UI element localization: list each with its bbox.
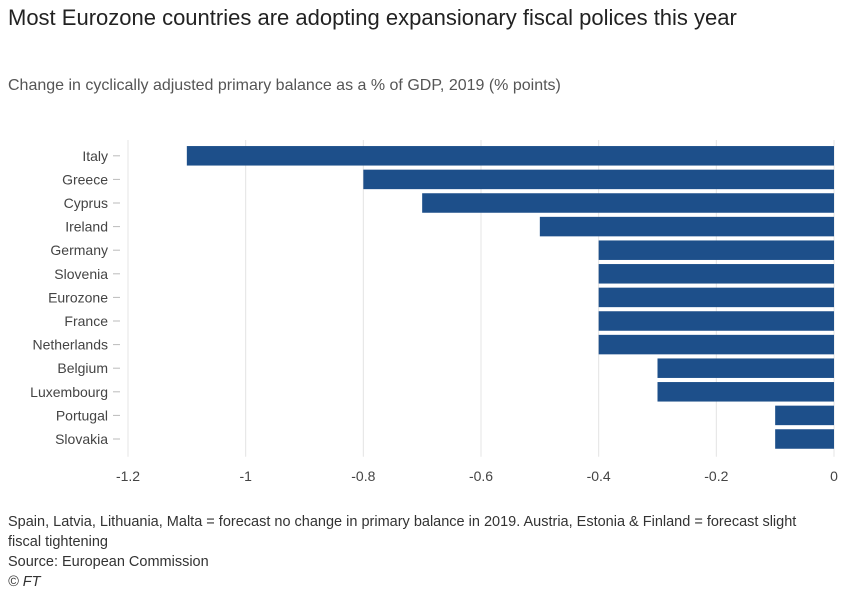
bar-eurozone [598, 287, 834, 308]
x-tick-label: -0.2 [704, 468, 728, 484]
bar-netherlands [598, 334, 834, 355]
x-tick-label: -1 [239, 468, 252, 484]
category-label: Luxembourg [30, 384, 108, 400]
chart-title: Most Eurozone countries are adopting exp… [8, 5, 737, 30]
category-label: Greece [62, 171, 108, 187]
bar-france [598, 311, 834, 331]
category-label: Ireland [65, 219, 108, 235]
source-note: Source: European Commission [8, 554, 209, 570]
chart-subtitle: Change in cyclically adjusted primary ba… [8, 77, 561, 94]
category-label: Netherlands [33, 337, 109, 353]
bar-layer [186, 146, 835, 449]
category-label: France [64, 313, 108, 329]
category-label: Slovakia [55, 431, 108, 447]
category-label: Cyprus [64, 195, 108, 211]
bar-italy [186, 146, 835, 166]
bar-ireland [539, 216, 834, 237]
bar-germany [598, 240, 834, 260]
category-label: Eurozone [48, 289, 108, 305]
footnote: Spain, Latvia, Lithuania, Malta = foreca… [8, 514, 797, 550]
axis-layer: -1.2 -1 -0.8 -0.6 -0.4 -0.2 0 Italy Greece Cyprus… [30, 148, 838, 484]
x-tick-label: -0.6 [469, 468, 493, 484]
x-tick-label: -1.2 [116, 468, 140, 484]
chart-footer: Spain, Latvia, Lithuania, Malta = foreca… [8, 512, 828, 592]
x-tick-label: 0 [830, 468, 838, 484]
x-tick-label: -0.8 [351, 468, 375, 484]
category-label: Slovenia [54, 266, 108, 282]
bar-greece [363, 169, 834, 190]
x-tick-label: -0.4 [587, 468, 611, 484]
bar-belgium [657, 358, 834, 378]
bar-cyprus [422, 193, 834, 213]
category-label: Portugal [56, 407, 108, 423]
ft-credit: © FT [8, 574, 41, 590]
category-label: Belgium [57, 360, 108, 376]
bar-portugal [775, 405, 834, 426]
bar-luxembourg [657, 382, 834, 402]
bar-slovakia [775, 429, 834, 449]
bar-chart: -1.2 -1 -0.8 -0.6 -0.4 -0.2 0 Italy Greece Cyprus… [30, 140, 838, 484]
bar-slovenia [598, 264, 834, 284]
category-label: Italy [82, 148, 108, 164]
category-label: Germany [50, 242, 108, 258]
